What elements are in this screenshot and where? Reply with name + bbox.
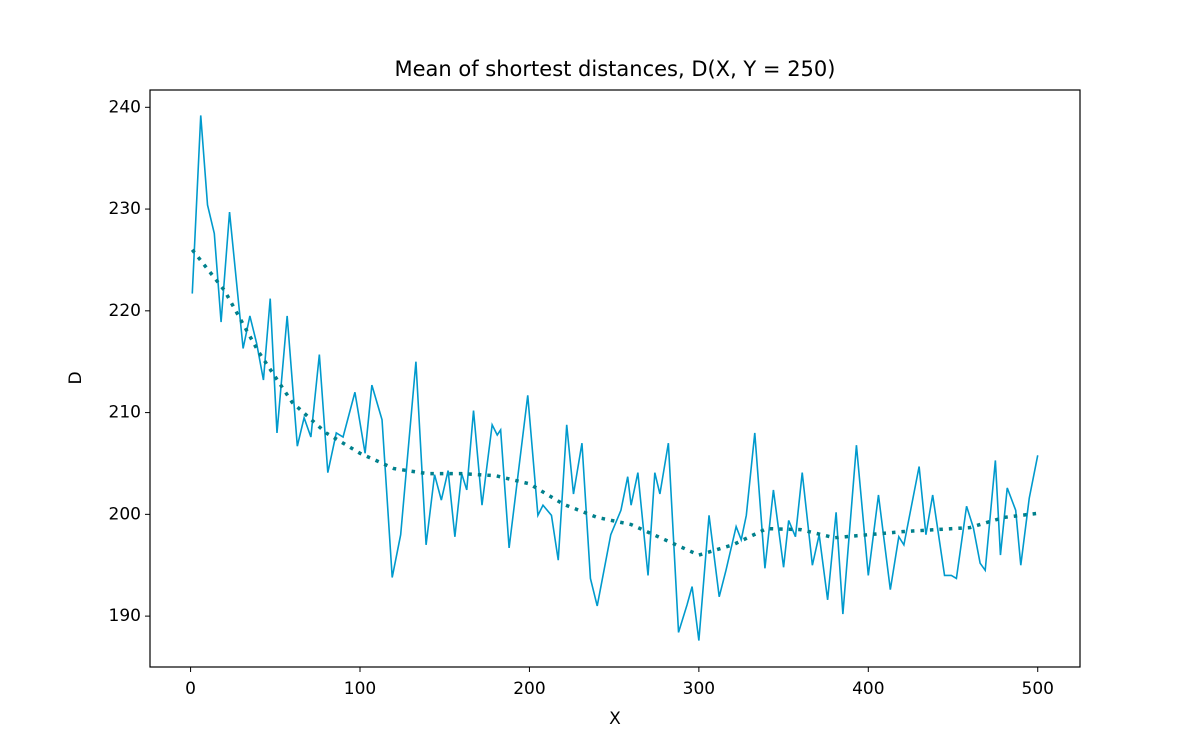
chart-title: Mean of shortest distances, D(X, Y = 250… [395,57,836,81]
x-tick-label: 500 [1022,679,1054,699]
y-tick-label: 240 [109,97,141,117]
x-tick-label: 300 [683,679,715,699]
y-tick-label: 200 [109,504,141,524]
data-line [190,248,1038,557]
plot-frame [149,89,1081,668]
x-tick-label: 100 [344,679,376,699]
x-axis-label: X [609,709,621,729]
x-tick-label: 0 [185,679,196,699]
y-tick-label: 210 [109,403,141,423]
y-tick-label: 220 [109,301,141,321]
y-tick-label: 230 [109,199,141,219]
data-line [191,115,1039,641]
y-tick-label: 190 [109,606,141,626]
x-tick-label: 400 [852,679,884,699]
x-tick-label: 200 [513,679,545,699]
y-axis-label: D [66,371,86,384]
